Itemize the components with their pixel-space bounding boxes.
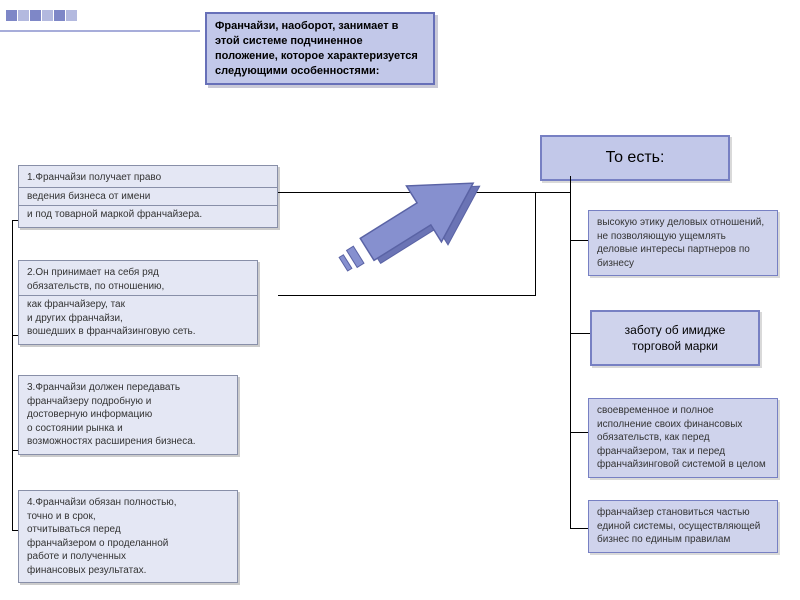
lb3-l5: возможностях расширения бизнеса. (27, 435, 229, 449)
connector-left-stub-4 (12, 530, 18, 531)
lb2-l2: обязательств, по отношению, (27, 280, 249, 294)
lb1-l3: и под товарной маркой франчайзера. (27, 208, 269, 222)
connector-right-stub-3 (570, 432, 588, 433)
connector-left-trunk (12, 220, 13, 530)
lb1-l1: 1.Франчайзи получает право (27, 171, 269, 185)
left-box-1: 1.Франчайзи получает право ведения бизне… (18, 165, 278, 228)
connector-left-stub-1 (12, 220, 18, 221)
connector-right-stub-1 (570, 240, 588, 241)
title-box: То есть: (540, 135, 730, 181)
lb3-l3: достоверную информацию (27, 408, 229, 422)
connector-to-title (535, 192, 570, 193)
right-box-1: высокую этику деловых отношений, не позв… (588, 210, 778, 276)
title-text: То есть: (606, 149, 665, 166)
lb4-l3: отчитываться перед (27, 523, 229, 537)
connector-right-stub-4 (570, 528, 588, 529)
lb3-l1: 3.Франчайзи должен передавать (27, 381, 229, 395)
left-box-3: 3.Франчайзи должен передавать франчайзер… (18, 375, 238, 455)
lb2-l3: как франчайзеру, так (27, 298, 249, 312)
corner-decoration (6, 8, 78, 26)
right-box-4: франчайзер становиться частью единой сис… (588, 500, 778, 553)
lb3-l2: франчайзеру подробную и (27, 395, 229, 409)
rb3: своевременное и полное исполнение своих … (597, 405, 766, 470)
lb4-l4: франчайзером о проделанной (27, 537, 229, 551)
lb1-l2: ведения бизнеса от имени (27, 190, 269, 204)
lb4-l5: работе и полученных (27, 550, 229, 564)
arrow-icon (335, 165, 515, 285)
lb4-l1: 4.Франчайзи обязан полностью, (27, 496, 229, 510)
connector-center-bot (278, 295, 535, 296)
lb2-l4: и других франчайзи, (27, 312, 249, 326)
rb4: франчайзер становиться частью единой сис… (597, 507, 760, 545)
rb1: высокую этику деловых отношений, не позв… (597, 217, 764, 269)
left-box-4: 4.Франчайзи обязан полностью, точно и в … (18, 490, 238, 583)
connector-right-stub-2 (570, 333, 590, 334)
lb4-l2: точно и в срок, (27, 510, 229, 524)
right-box-3: своевременное и полное исполнение своих … (588, 398, 778, 478)
header-text: Франчайзи, наоборот, занимает в этой сис… (215, 20, 418, 77)
lb4-l6: финансовых результатах. (27, 564, 229, 578)
decoration-line (0, 30, 200, 32)
rb2: заботу об имидже торговой марки (625, 323, 726, 353)
connector-left-stub-3 (12, 450, 18, 451)
lb2-l1: 2.Он принимает на себя ряд (27, 266, 249, 280)
connector-right-trunk (570, 176, 571, 528)
left-box-2: 2.Он принимает на себя ряд обязательств,… (18, 260, 258, 345)
lb3-l4: о состоянии рынка и (27, 422, 229, 436)
right-box-2: заботу об имидже торговой марки (590, 310, 760, 366)
connector-left-stub-2 (12, 335, 18, 336)
lb2-l5: вошедших в франчайзинговую сеть. (27, 325, 249, 339)
header-box: Франчайзи, наоборот, занимает в этой сис… (205, 12, 435, 85)
connector-center-right (535, 192, 536, 296)
